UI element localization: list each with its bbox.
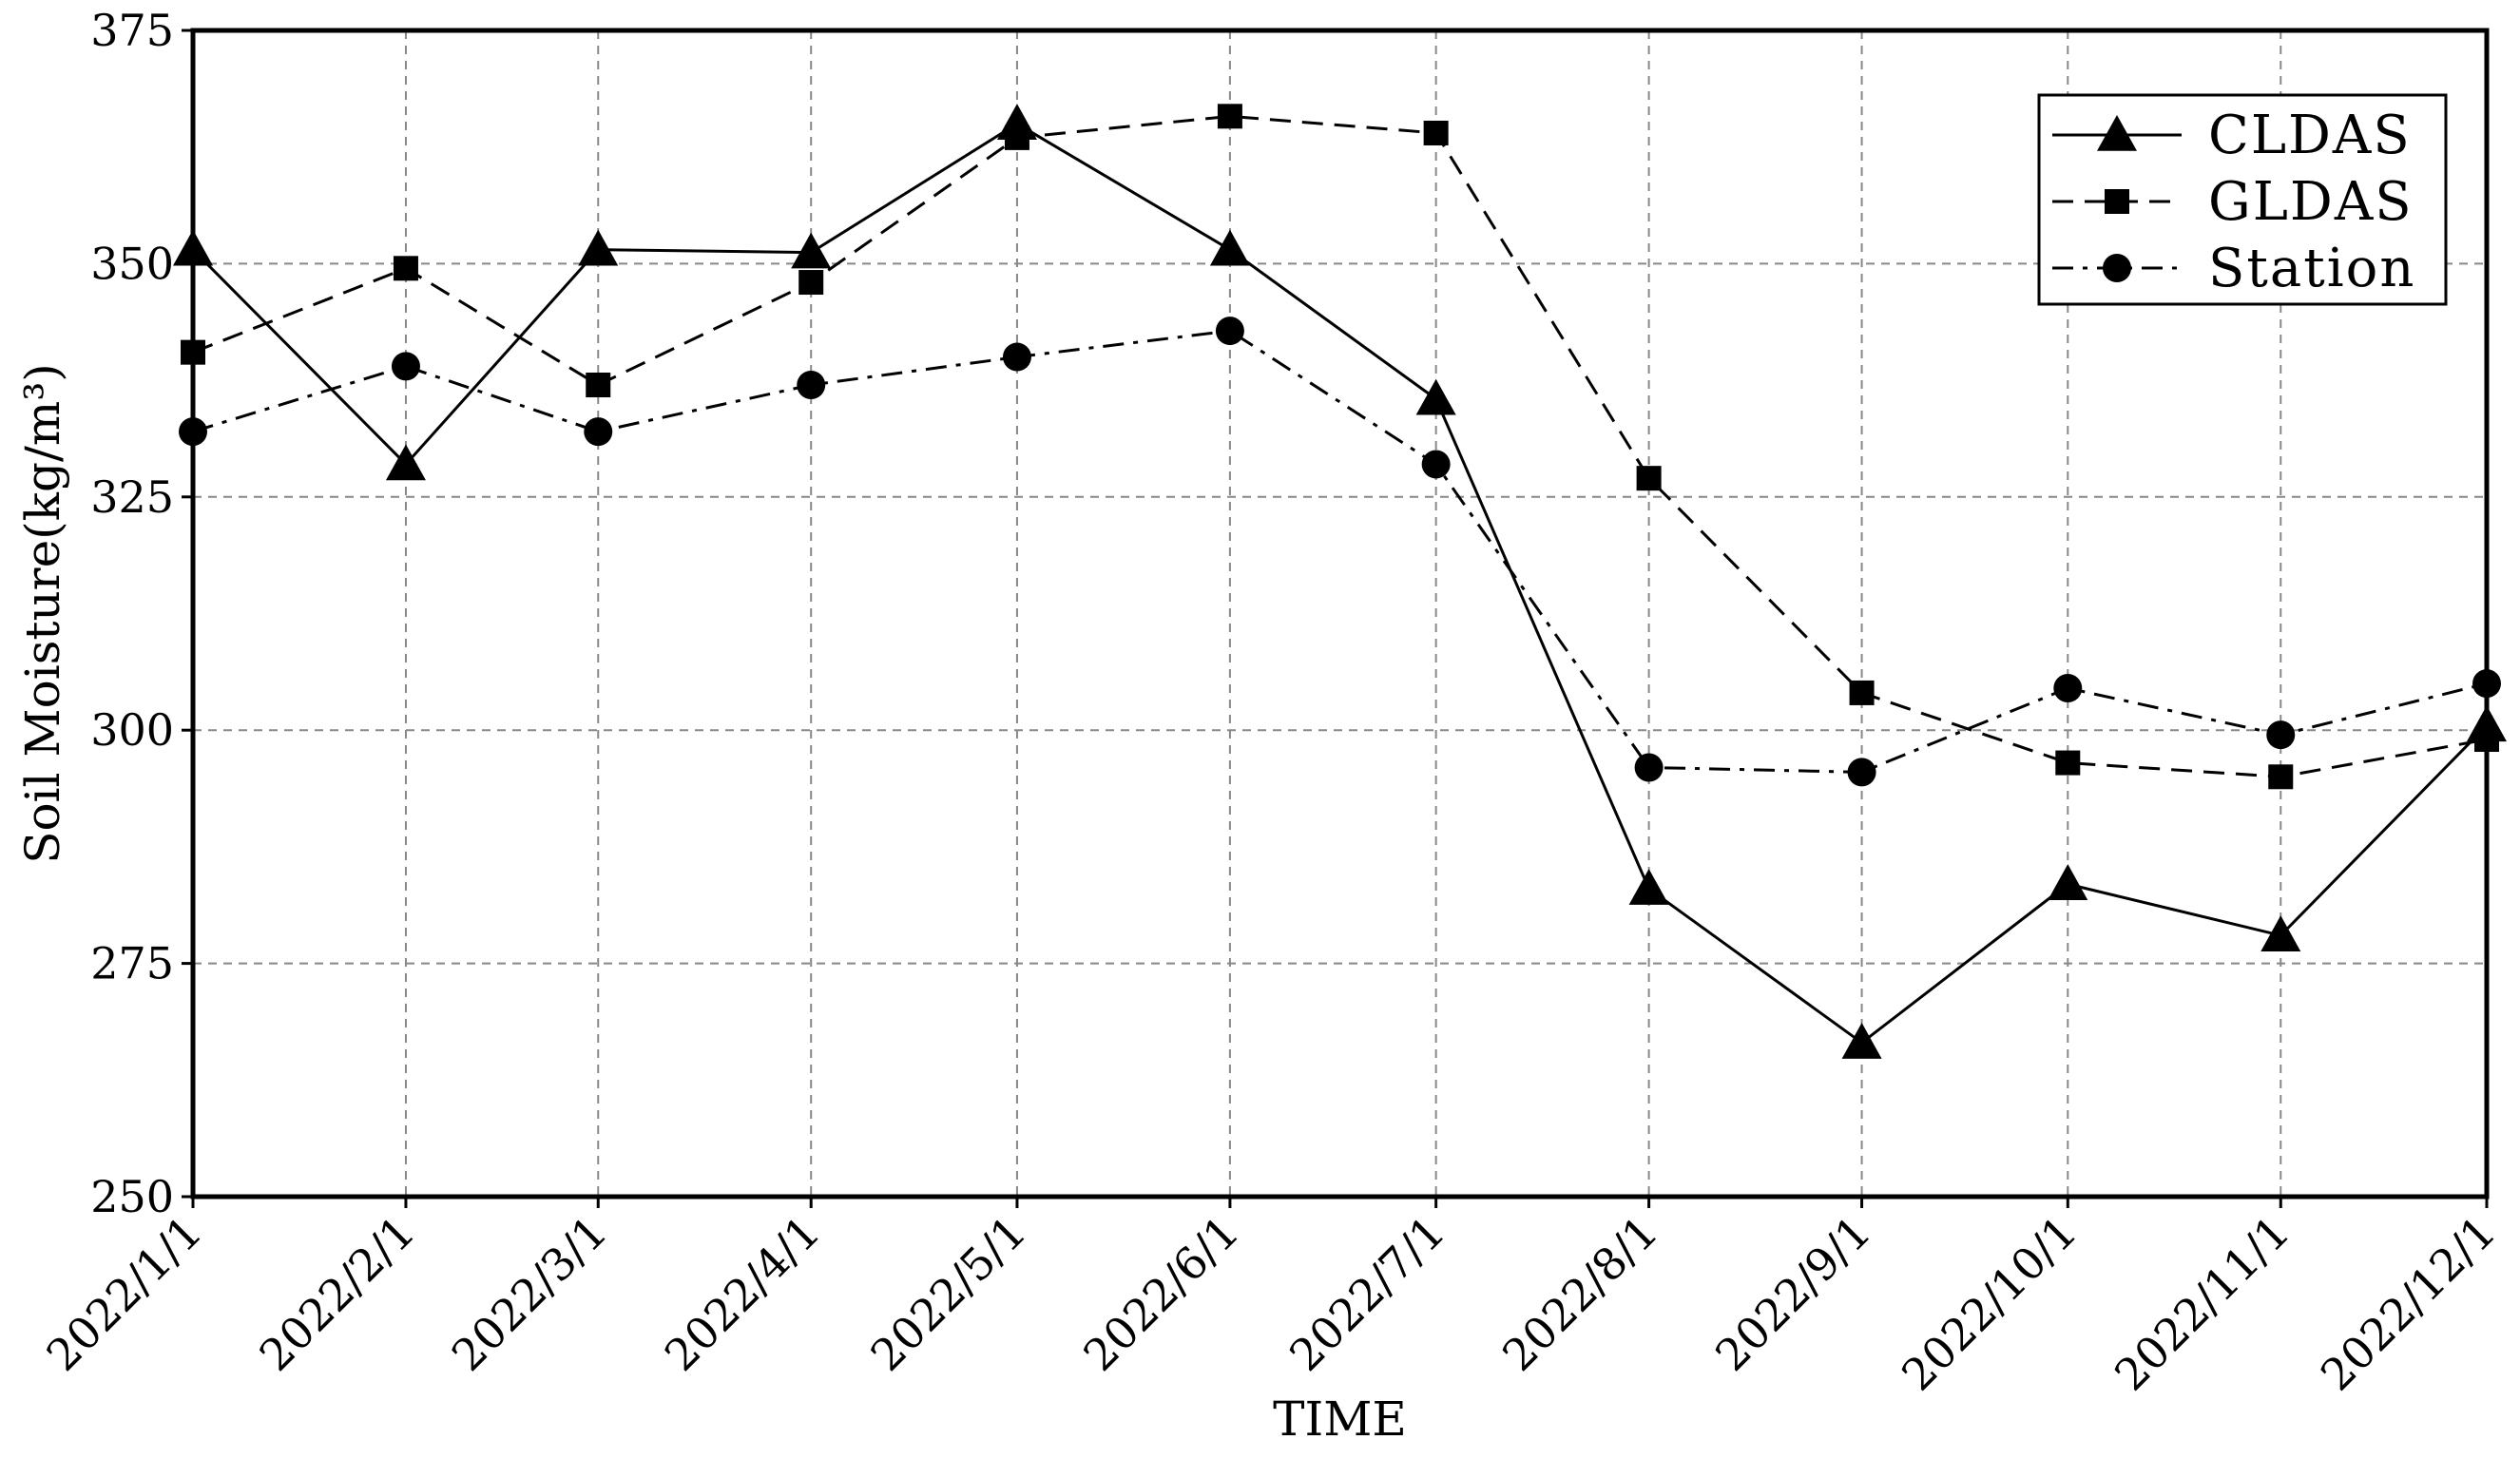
data-point-gldas [1004, 125, 1029, 150]
series-line-cldas [191, 122, 2489, 1045]
data-point-station [797, 371, 826, 400]
data-point-gldas [1423, 120, 1449, 145]
plot-frame [190, 28, 2490, 1200]
series-station [179, 317, 2501, 787]
legend-label-gldas: GLDAS [2208, 171, 2414, 233]
legend-label-station: Station [2208, 238, 2415, 299]
series-gldas [181, 104, 2499, 790]
data-point-cldas [385, 444, 426, 481]
data-point-cldas [1415, 378, 1456, 415]
x-axis-title: TIME [1273, 1392, 1407, 1447]
data-point-station [1847, 758, 1876, 787]
data-point-gldas [1849, 680, 1875, 705]
data-point-station [1421, 450, 1451, 479]
legend-label-cldas: CLDAS [2208, 105, 2412, 166]
data-point-station [1215, 317, 1244, 346]
data-point-cldas [2260, 915, 2301, 951]
data-point-cldas [791, 232, 832, 269]
data-point-gldas [393, 256, 418, 281]
data-point-cldas [1209, 229, 1250, 266]
y-tick-label: 250 [90, 1171, 174, 1222]
legend-marker-cldas [2097, 115, 2137, 151]
data-point-station [1634, 753, 1664, 782]
data-point-cldas [1841, 1023, 1882, 1059]
y-tick-label: 375 [90, 5, 174, 56]
series-group [173, 104, 2507, 1059]
data-point-gldas [2055, 750, 2081, 776]
data-point-station [391, 352, 420, 381]
data-point-cldas [578, 229, 619, 266]
data-point-station [2053, 674, 2083, 703]
series-line-station [192, 329, 2488, 774]
data-point-cldas [1628, 869, 1669, 905]
data-point-gldas [2268, 764, 2294, 790]
data-point-gldas [1636, 466, 1662, 491]
y-tick-label: 325 [90, 471, 174, 523]
legend-marker-gldas [2105, 189, 2129, 214]
data-point-gldas [586, 373, 611, 398]
y-axis-ticks: 250 275 300 325 350 375 [90, 5, 193, 1222]
legend-marker-station [2103, 254, 2131, 282]
y-tick-label: 350 [90, 238, 174, 289]
grid [193, 30, 2487, 1197]
data-point-gldas [798, 270, 824, 296]
data-point-station [1002, 342, 1031, 372]
y-tick-label: 300 [90, 704, 174, 756]
data-point-station [584, 417, 613, 447]
data-point-gldas [1217, 104, 1242, 129]
y-tick-label: 275 [90, 938, 174, 989]
data-point-station [2266, 720, 2296, 750]
y-axis-title: Soil Moisture(kg/m³) [15, 363, 70, 864]
data-point-cldas [2048, 864, 2088, 900]
